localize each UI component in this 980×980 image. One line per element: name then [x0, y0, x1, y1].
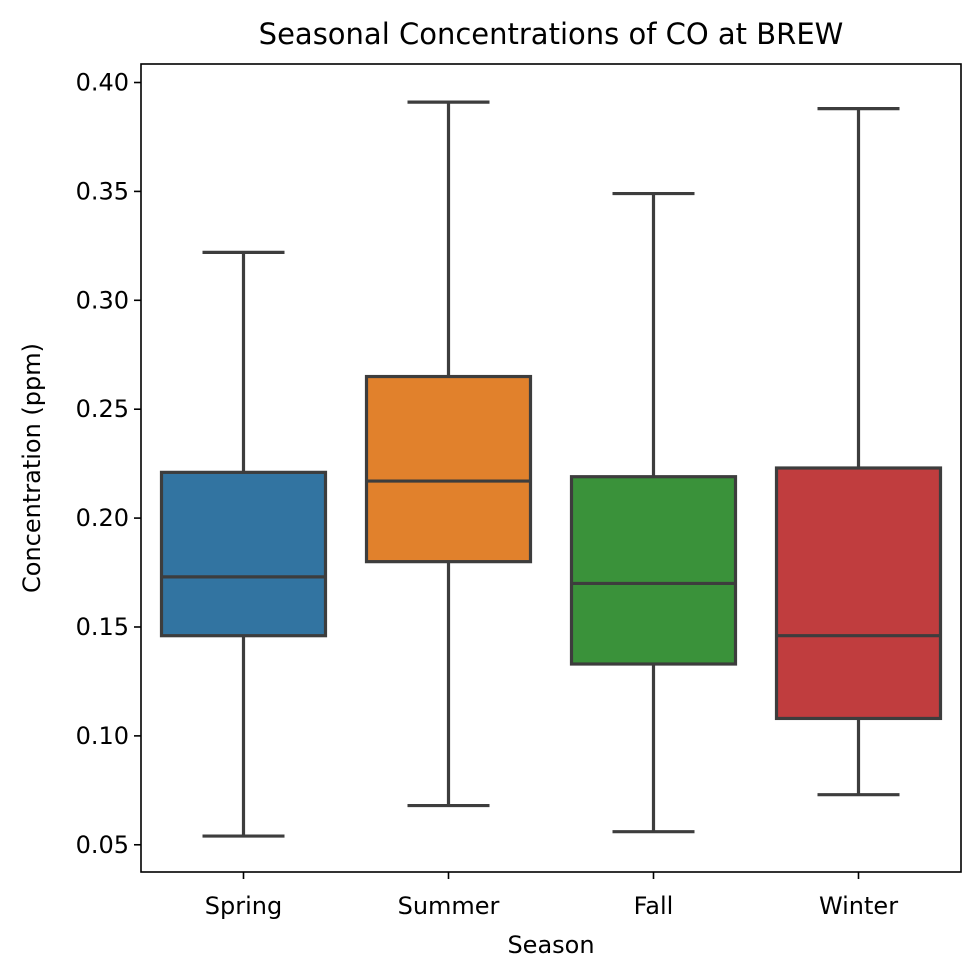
chart-title: Seasonal Concentrations of CO at BREW [259, 17, 844, 51]
y-tick-label: 0.35 [76, 177, 129, 205]
x-axis: Spring Summer Fall Winter [205, 872, 898, 920]
y-tick-label: 0.20 [76, 504, 129, 532]
iqr-box [364, 374, 533, 564]
box-winter [774, 107, 943, 797]
y-tick-label: 0.15 [76, 613, 129, 641]
plot-area-frame [140, 63, 962, 873]
y-axis: 0.05 0.10 0.15 0.20 0.25 0.30 0.35 0.40 [76, 69, 141, 859]
y-tick-label: 0.10 [76, 722, 129, 750]
iqr-box [159, 470, 328, 638]
box-fall [569, 191, 738, 834]
box-summer [364, 100, 533, 808]
iqr-box [774, 466, 943, 721]
y-tick-label: 0.25 [76, 395, 129, 423]
x-tick-label: Fall [634, 892, 674, 920]
boxes-group [159, 100, 943, 838]
x-tick-label: Spring [205, 892, 282, 920]
y-axis-label: Concentration (ppm) [18, 343, 46, 593]
y-tick-label: 0.30 [76, 286, 129, 314]
x-axis-label: Season [507, 931, 594, 959]
y-tick-label: 0.40 [76, 69, 129, 97]
x-tick-label: Summer [398, 892, 500, 920]
box-spring [159, 250, 328, 838]
iqr-box [569, 475, 738, 666]
y-tick-label: 0.05 [76, 831, 129, 859]
x-tick-label: Winter [819, 892, 898, 920]
